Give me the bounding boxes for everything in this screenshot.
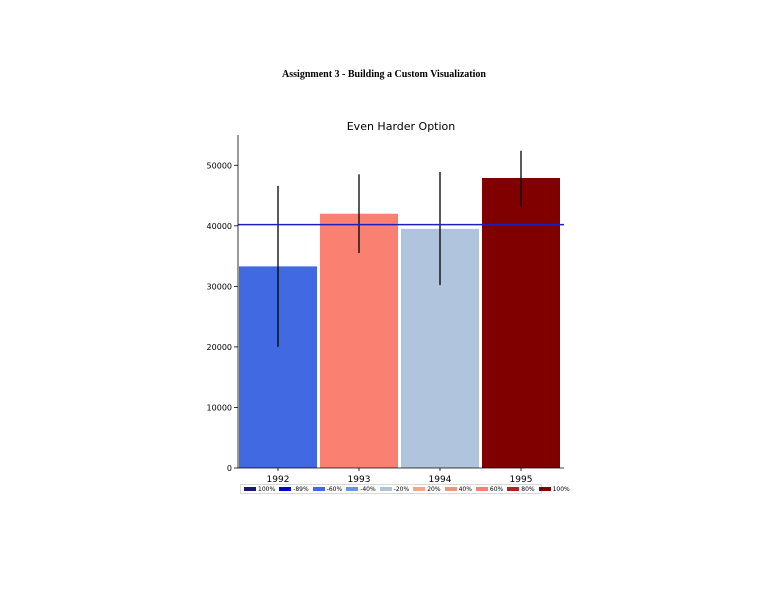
- y-tick-label: 0: [227, 464, 232, 473]
- legend-swatch: [538, 487, 551, 491]
- legend-swatch: [444, 487, 457, 491]
- legend-swatch: [475, 487, 488, 491]
- legend-item: 20%: [413, 485, 441, 493]
- legend-label: 60%: [489, 485, 504, 493]
- legend-label: -40%: [360, 485, 376, 493]
- legend-label: 80%: [521, 485, 535, 493]
- legend-swatch: [507, 487, 520, 491]
- y-tick-label: 30000: [207, 282, 232, 291]
- chart-title: Even Harder Option: [347, 120, 456, 133]
- legend-item: 100%: [244, 486, 275, 493]
- y-tick-label: 40000: [207, 222, 232, 231]
- legend-label: -89%: [293, 485, 309, 493]
- legend-label: 40%: [458, 485, 472, 493]
- legend-item: -40%: [346, 486, 376, 493]
- x-tick-label: 1992: [267, 475, 290, 485]
- legend-item: -89%: [279, 486, 309, 493]
- legend-label: -20%: [393, 485, 410, 493]
- document-title: Assignment 3 - Building a Custom Visuali…: [282, 69, 486, 80]
- legend-label: 100%: [552, 485, 570, 493]
- legend-swatch: [312, 487, 325, 491]
- bar-1993: [320, 213, 398, 468]
- x-tick-label: 1994: [429, 475, 452, 485]
- legend-item: 80%: [507, 485, 535, 493]
- legend-item: -60%: [312, 485, 343, 493]
- y-tick-label: 10000: [207, 403, 232, 412]
- legend-item: 100%: [538, 485, 570, 493]
- legend-item: -20%: [379, 485, 410, 493]
- legend-swatch: [413, 487, 426, 491]
- legend-swatch: [379, 487, 392, 491]
- legend-swatch: [279, 487, 292, 491]
- bar-1995: [482, 177, 560, 468]
- x-tick-label: 1993: [348, 475, 371, 485]
- y-tick-label: 20000: [207, 343, 232, 352]
- x-tick-label: 1995: [510, 475, 533, 485]
- legend-item: 60%: [475, 485, 504, 493]
- legend-label: 100%: [258, 485, 276, 493]
- legend-swatch: [346, 487, 359, 491]
- legend-label: 20%: [427, 485, 441, 493]
- legend-label: -60%: [326, 485, 343, 493]
- legend-swatch: [244, 487, 256, 491]
- y-tick-label: 50000: [207, 161, 232, 170]
- legend-item: 40%: [444, 485, 472, 493]
- chart-legend: 100% -89% -60% -40% -20% 20% 40% 60% 80% 100%: [240, 484, 570, 494]
